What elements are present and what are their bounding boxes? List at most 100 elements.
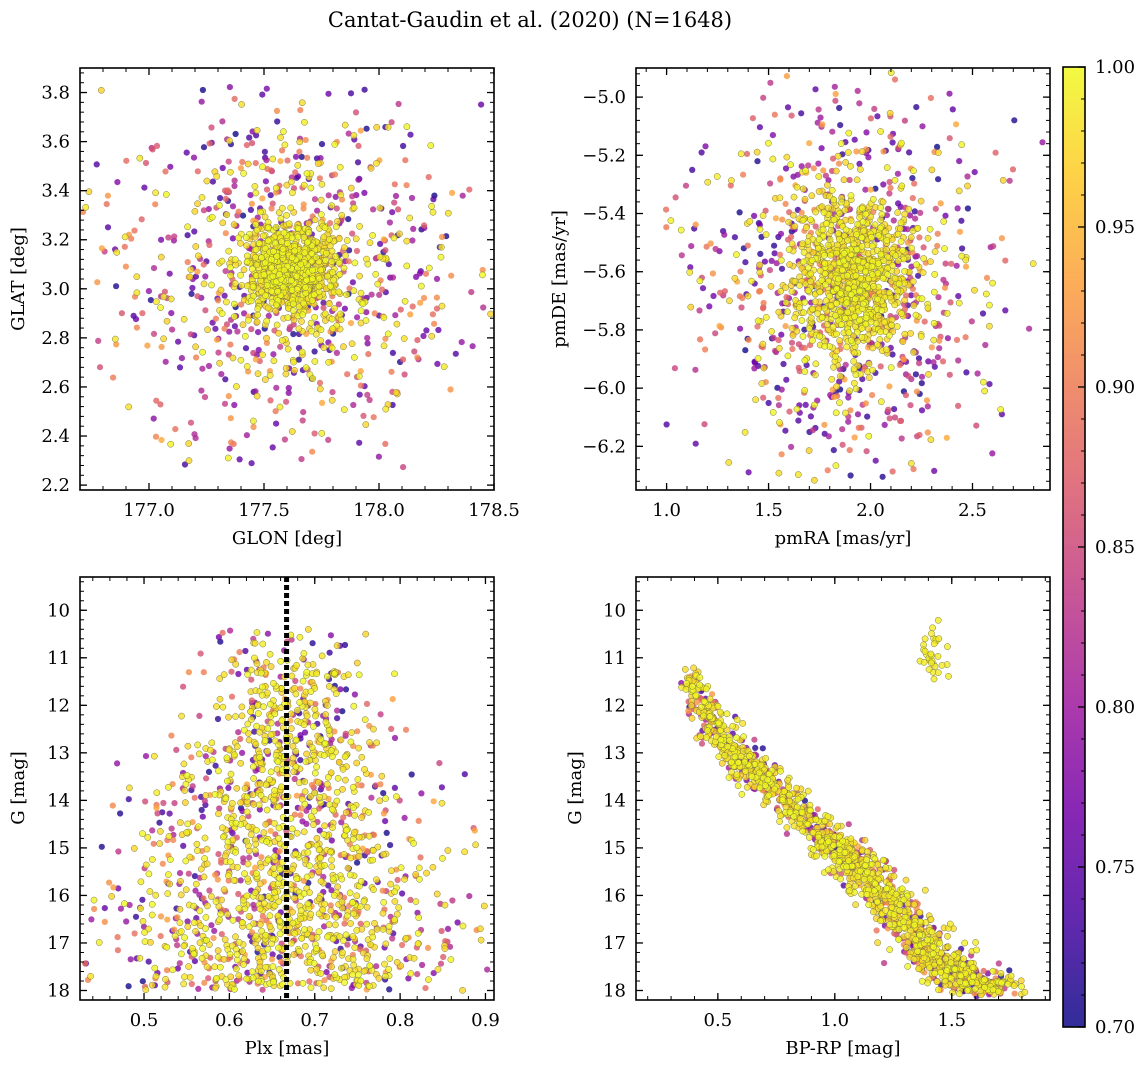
data-point <box>835 275 842 283</box>
data-point <box>778 386 785 393</box>
data-point <box>231 177 238 184</box>
data-point <box>212 325 219 332</box>
data-point <box>180 980 188 988</box>
data-point <box>188 290 195 297</box>
data-point <box>821 260 829 267</box>
data-point <box>891 414 899 421</box>
data-point <box>396 230 403 238</box>
data-point <box>173 746 180 754</box>
data-point <box>856 316 863 324</box>
data-point <box>921 318 928 325</box>
data-point <box>165 783 172 791</box>
data-point <box>338 898 346 906</box>
data-point <box>272 408 279 415</box>
data-point <box>917 333 925 340</box>
ylabel-glat: GLAT [deg] <box>8 227 29 331</box>
data-point <box>223 211 231 219</box>
data-point <box>139 896 146 903</box>
data-point <box>244 823 252 831</box>
data-point <box>429 208 437 216</box>
data-point <box>833 249 841 257</box>
data-point <box>363 125 370 132</box>
data-point <box>266 650 274 658</box>
data-point <box>883 346 890 354</box>
data-point <box>350 910 358 918</box>
data-point <box>356 272 363 280</box>
data-point <box>141 929 148 936</box>
data-point <box>865 432 873 440</box>
data-point <box>392 312 399 319</box>
data-point <box>295 356 302 363</box>
data-point <box>867 115 875 122</box>
data-point <box>717 289 724 296</box>
data-point <box>152 891 160 899</box>
data-point <box>284 345 292 353</box>
data-point <box>769 409 777 416</box>
data-point <box>844 149 852 156</box>
data-point <box>989 279 996 287</box>
data-point <box>227 272 234 279</box>
data-point <box>744 292 752 300</box>
data-point <box>185 457 193 464</box>
data-point <box>818 203 826 210</box>
x-tick-label: 1.0 <box>652 500 681 521</box>
data-point <box>252 840 260 848</box>
data-point <box>416 270 423 277</box>
data-point <box>287 324 294 331</box>
data-point <box>909 285 917 292</box>
data-point <box>142 798 149 805</box>
data-point <box>710 292 717 300</box>
data-point <box>304 661 312 669</box>
data-point <box>930 288 938 296</box>
data-point <box>897 203 904 210</box>
data-point <box>762 314 770 321</box>
data-point <box>225 713 232 721</box>
data-point <box>472 841 479 849</box>
data-point <box>180 842 187 850</box>
data-point <box>289 865 296 873</box>
data-point <box>347 920 354 927</box>
data-point <box>885 406 892 413</box>
data-point <box>771 242 778 249</box>
data-point <box>278 238 286 246</box>
data-point <box>862 210 870 218</box>
data-point <box>304 238 311 246</box>
data-point <box>328 963 335 971</box>
data-point <box>835 235 843 243</box>
data-point <box>393 958 401 966</box>
data-point <box>269 272 277 280</box>
data-point <box>461 848 468 856</box>
data-point <box>833 300 840 307</box>
data-point <box>362 421 370 428</box>
data-point <box>912 215 919 222</box>
data-point <box>353 892 361 900</box>
data-point <box>232 660 240 668</box>
data-point <box>380 236 387 243</box>
data-point <box>188 980 195 988</box>
data-point <box>346 247 353 254</box>
data-point <box>840 257 848 265</box>
data-point <box>872 457 879 464</box>
data-point <box>241 332 249 340</box>
data-point <box>330 892 338 899</box>
data-point <box>313 670 320 678</box>
data-point <box>272 307 280 315</box>
data-point <box>853 176 861 184</box>
data-point <box>772 215 780 222</box>
data-point <box>281 436 288 443</box>
data-point <box>798 317 806 324</box>
data-point <box>207 746 214 754</box>
data-point <box>357 289 365 297</box>
data-point <box>278 717 286 725</box>
data-point <box>150 752 158 760</box>
data-point <box>279 245 287 253</box>
x-tick-label: 2.0 <box>856 500 885 521</box>
data-point <box>256 728 263 736</box>
data-point <box>832 97 839 104</box>
data-point <box>941 245 948 252</box>
data-point <box>293 285 301 293</box>
data-point <box>801 368 809 375</box>
data-point <box>869 195 877 203</box>
data-point <box>712 330 719 337</box>
data-point <box>376 291 383 298</box>
